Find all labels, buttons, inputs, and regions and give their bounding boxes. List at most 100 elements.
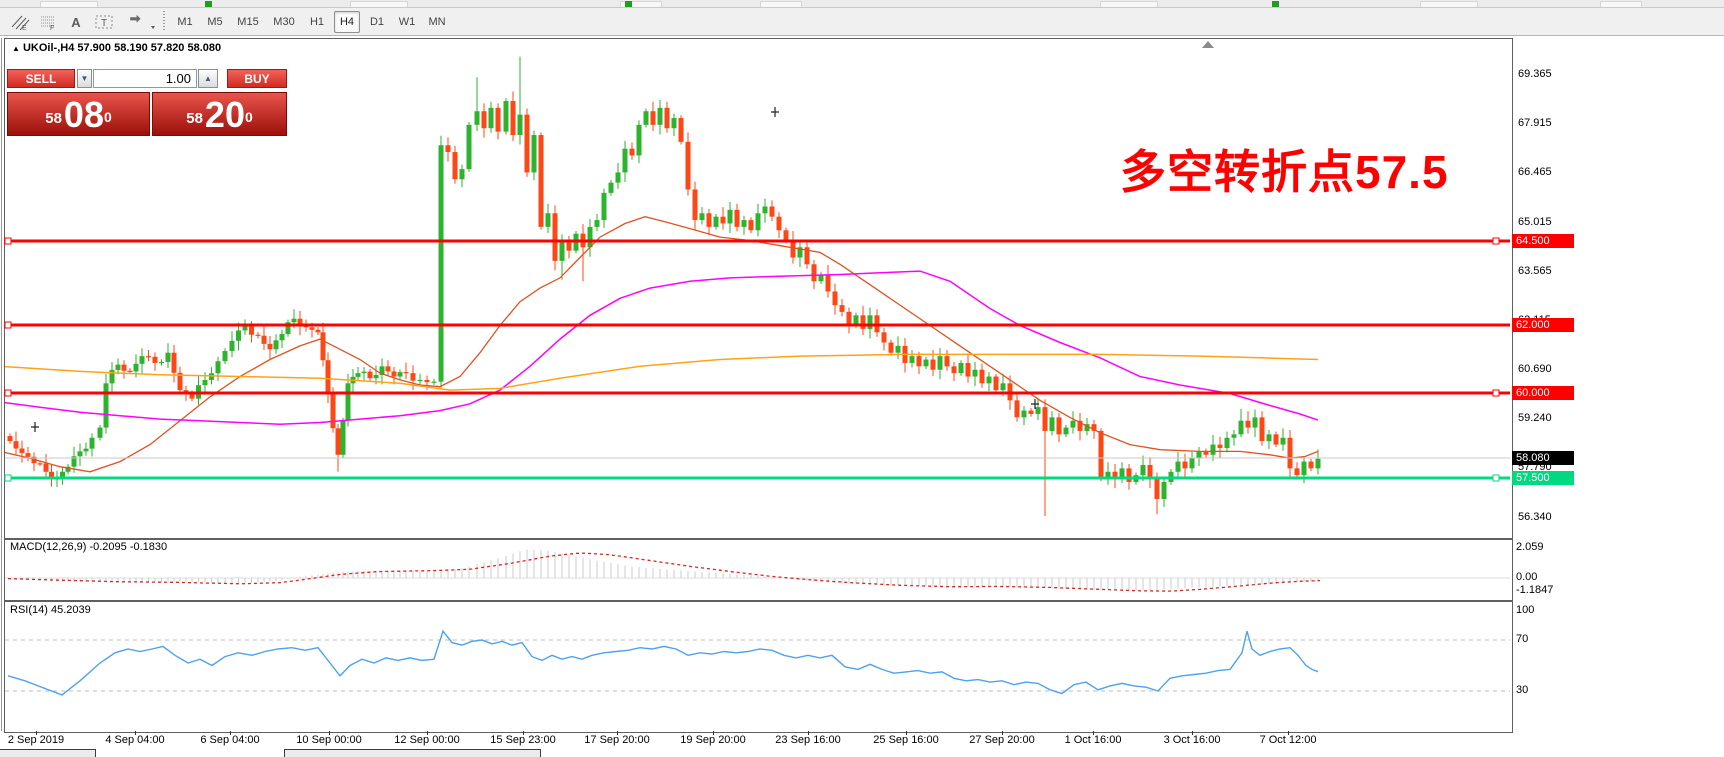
timeframe-button-m5[interactable]: M5 — [207, 16, 223, 28]
time-axis-tick — [713, 731, 714, 735]
window-left-edge — [1, 38, 2, 731]
volume-decrease-button[interactable]: ▼ — [77, 69, 92, 88]
rsi-plot-area[interactable] — [5, 602, 1510, 730]
price-badge-64.500: 64.500 — [1512, 234, 1574, 248]
price-badge-57.500: 57.500 — [1512, 471, 1574, 485]
svg-text:T: T — [101, 18, 107, 29]
buy-button[interactable]: BUY — [227, 69, 287, 88]
time-axis-tick — [617, 731, 618, 735]
bid-big: 08 — [63, 94, 104, 135]
bid-price-tile[interactable]: 58 08 0 — [7, 92, 150, 136]
time-axis-label: 27 Sep 20:00 — [969, 734, 1035, 746]
macd-axis-label: 0.00 — [1516, 571, 1538, 583]
time-axis-label: 6 Sep 04:00 — [200, 734, 260, 746]
rsi-axis-label: 100 — [1516, 604, 1535, 616]
timeframe-button-d1[interactable]: D1 — [369, 16, 385, 28]
price-tick-label: 60.690 — [1518, 363, 1552, 375]
timeframe-button-w1[interactable]: W1 — [398, 16, 416, 28]
time-axis-tick — [906, 731, 907, 735]
chart-shift-marker-icon[interactable] — [1202, 41, 1214, 48]
price-tick-label: 65.015 — [1518, 216, 1552, 228]
toolbar-separator — [163, 11, 165, 31]
ask-sup: 0 — [244, 109, 253, 125]
timeframe-button-h1[interactable]: H1 — [309, 16, 325, 28]
time-axis-label: 17 Sep 20:00 — [584, 734, 650, 746]
macd-axis-label: 2.059 — [1516, 541, 1544, 553]
price-tick-label: 56.340 — [1518, 511, 1552, 523]
arrange-icon[interactable] — [124, 11, 160, 33]
text-label-icon[interactable]: T — [92, 11, 116, 33]
timeframe-button-mn[interactable]: MN — [428, 16, 446, 28]
time-axis-label: 12 Sep 00:00 — [394, 734, 460, 746]
time-axis-label: 3 Oct 16:00 — [1163, 734, 1221, 746]
time-axis-label: 15 Sep 23:00 — [490, 734, 556, 746]
ask-price-tile[interactable]: 58 20 0 — [152, 92, 287, 136]
fibonacci-icon[interactable]: F — [36, 11, 60, 33]
toolbar-stub — [1420, 1, 1478, 7]
rsi-axis-label: 70 — [1516, 633, 1529, 645]
bottom-tab-strip — [0, 749, 1724, 757]
time-axis-tick — [1093, 731, 1094, 735]
time-axis-label: 23 Sep 16:00 — [775, 734, 841, 746]
price-badge-60.000: 60.000 — [1512, 386, 1574, 400]
bottom-tab[interactable] — [95, 749, 285, 757]
time-axis-tick — [1192, 731, 1193, 735]
toolbar-stub — [350, 1, 408, 7]
bid-sup: 0 — [103, 109, 112, 125]
time-axis-tick — [808, 731, 809, 735]
time-axis-tick — [36, 731, 37, 735]
macd-plot-area[interactable] — [5, 540, 1510, 598]
toolbar-stub-green — [205, 1, 212, 7]
time-axis-label: 1 Oct 16:00 — [1064, 734, 1122, 746]
time-axis-tick — [427, 731, 428, 735]
svg-text:E: E — [22, 25, 27, 30]
volume-input[interactable] — [93, 69, 197, 88]
bottom-tab[interactable] — [540, 749, 1724, 757]
rsi-axis-label: 30 — [1516, 684, 1529, 696]
time-axis-tick — [135, 731, 136, 735]
ask-small: 58 — [186, 110, 203, 127]
text-icon[interactable]: A — [71, 14, 81, 30]
main-chart-panel — [4, 38, 1513, 539]
timeframe-button-m15[interactable]: M15 — [237, 16, 259, 28]
time-axis-label: 25 Sep 16:00 — [873, 734, 939, 746]
price-tick-label: 67.915 — [1518, 117, 1552, 129]
price-tick-label: 63.565 — [1518, 265, 1552, 277]
price-tick-label: 66.465 — [1518, 166, 1552, 178]
toolbar-stub — [620, 1, 662, 7]
svg-text:F: F — [50, 25, 54, 30]
toolbar-stub — [760, 1, 802, 7]
time-axis-label: 19 Sep 20:00 — [680, 734, 746, 746]
timeframe-button-h4[interactable]: H4 — [334, 11, 360, 33]
timeframe-button-m1[interactable]: M1 — [177, 16, 193, 28]
time-axis-tick — [230, 731, 231, 735]
top-toolbar-strip — [0, 0, 1724, 8]
macd-axis-label: -1.1847 — [1516, 584, 1554, 596]
macd-label: MACD(12,26,9) -0.2095 -0.1830 — [10, 541, 168, 553]
rsi-label: RSI(14) 45.2039 — [10, 604, 91, 616]
time-axis-label: 2 Sep 2019 — [7, 734, 65, 746]
collapse-triangle-icon[interactable]: ▲ — [12, 44, 20, 53]
rsi-panel — [4, 601, 1513, 733]
volume-increase-button[interactable]: ▲ — [198, 69, 218, 88]
time-axis-tick — [1288, 731, 1289, 735]
toolbar-stub — [1100, 1, 1158, 7]
time-axis-label: 7 Oct 12:00 — [1259, 734, 1317, 746]
toolbar-stub-green — [1272, 1, 1279, 7]
sell-button[interactable]: SELL — [7, 69, 75, 88]
chart-header: ▲ UKOil-,H4 57.900 58.190 57.820 58.080 — [12, 42, 222, 54]
timeframe-button-m30[interactable]: M30 — [273, 16, 295, 28]
toolbar-stub-green — [625, 1, 632, 7]
time-axis-tick — [329, 731, 330, 735]
toolbar-stub — [40, 1, 98, 7]
time-axis-label: 4 Sep 04:00 — [105, 734, 165, 746]
time-axis-tick — [523, 731, 524, 735]
price-tick-label: 69.365 — [1518, 68, 1552, 80]
price-tick-label: 59.240 — [1518, 412, 1552, 424]
price-badge-62.000: 62.000 — [1512, 318, 1574, 332]
toolbar-stub — [1600, 1, 1642, 7]
equidistant-channel-icon[interactable]: E — [8, 11, 32, 33]
bid-small: 58 — [45, 110, 62, 127]
toolbar: E F A T M1 M5 M15 M30 H1 H4 D1 W1 MN — [0, 8, 1724, 36]
